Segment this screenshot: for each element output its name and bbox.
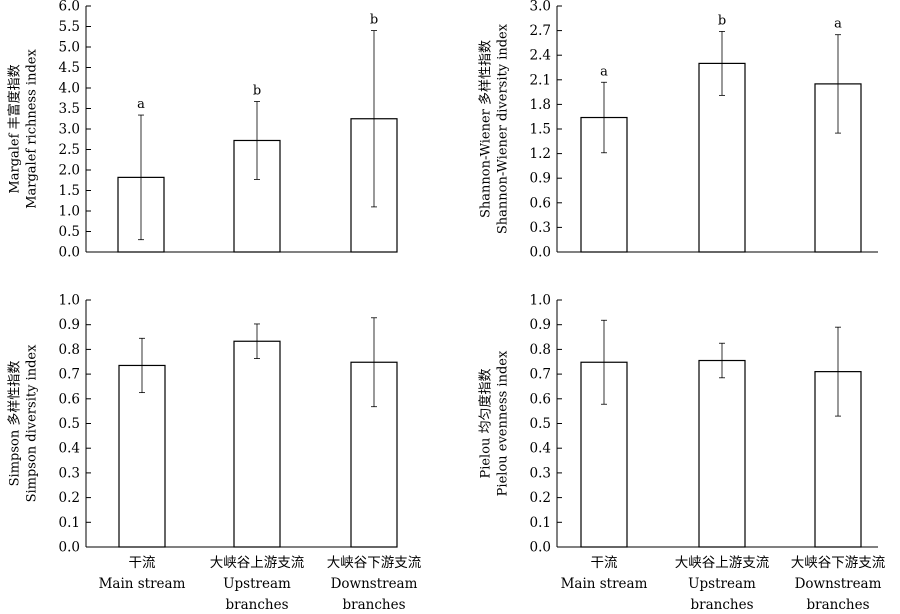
y-tick-label: 2.4 — [530, 48, 551, 64]
significance-label: a — [137, 97, 145, 112]
y-tick-label: 0.8 — [530, 342, 551, 358]
significance-label: a — [600, 64, 608, 79]
y-tick-label: 0.5 — [59, 416, 80, 432]
y-tick-label: 5.5 — [59, 19, 80, 35]
y-axis-label: Margalef richness index — [25, 49, 40, 209]
x-category-label: Downstream — [795, 576, 882, 592]
y-tick-label: 0.2 — [530, 490, 551, 506]
y-tick-label: 0.9 — [530, 171, 551, 187]
y-tick-label: 0.7 — [59, 367, 80, 383]
y-tick-label: 1.0 — [59, 293, 80, 309]
x-category-label: Upstream — [223, 576, 291, 592]
chart-panel-top-left: 0.0 0.5 1.0 1.5 2.0 2.5 3.0 3.5 4.0 4.5 5.0 5.5 6.0 M… — [7, 0, 398, 261]
y-tick-label: 4.0 — [59, 81, 80, 97]
y-tick-label: 3.0 — [530, 0, 551, 15]
y-tick-label: 0.6 — [59, 391, 80, 407]
y-tick-label: 0.0 — [59, 245, 80, 261]
y-tick-label: 0.0 — [530, 245, 551, 261]
y-tick-label: 2.0 — [59, 163, 80, 179]
x-category-label: branches — [225, 597, 288, 613]
x-category-label: branches — [690, 597, 753, 613]
y-tick-label: 0.7 — [530, 367, 551, 383]
x-category-label: branches — [342, 597, 405, 613]
y-tick-label: 0.0 — [530, 540, 551, 556]
x-category-label: 干流 — [591, 555, 619, 571]
y-tick-label: 0.8 — [59, 342, 80, 358]
chart-panel-bottom-right: 0.0 0.1 0.2 0.3 0.4 0.5 0.6 0.7 0.8 0.9 1.0 Pielou … — [478, 293, 886, 614]
x-category-label: Main stream — [561, 576, 648, 592]
y-tick-label: 5.0 — [59, 40, 80, 56]
x-category-label: Main stream — [99, 576, 186, 592]
y-tick-label: 6.0 — [59, 0, 80, 15]
y-axis-label: Margalef 丰富度指数 — [7, 64, 23, 193]
y-tick-label: 0.6 — [530, 195, 551, 211]
y-tick-label: 0.9 — [530, 317, 551, 333]
y-tick-label: 1.0 — [59, 204, 80, 220]
y-tick-label: 0.3 — [530, 465, 551, 481]
y-tick-label: 0.1 — [530, 515, 551, 531]
y-tick-label: 1.5 — [59, 183, 80, 199]
significance-label: b — [718, 13, 726, 28]
y-axis-label: Pielou evenness index — [496, 350, 511, 496]
y-tick-label: 0.6 — [530, 391, 551, 407]
x-category-label: Downstream — [331, 576, 418, 592]
y-tick-label: 0.3 — [530, 220, 551, 236]
y-tick-label: 4.5 — [59, 60, 80, 76]
y-tick-label: 0.1 — [59, 515, 80, 531]
significance-label: b — [370, 13, 378, 28]
y-axis-label: Simpson diversity index — [25, 344, 40, 503]
y-tick-label: 0.5 — [530, 416, 551, 432]
y-tick-label: 0.5 — [59, 224, 80, 240]
y-tick-label: 3.0 — [59, 122, 80, 138]
x-category-label: 大峡谷上游支流 — [210, 555, 305, 571]
y-tick-label: 2.1 — [530, 72, 551, 88]
chart-panel-top-right: 0.0 0.3 0.6 0.9 1.2 1.5 1.8 2.1 2.4 2.7 3.0 Shannon… — [478, 0, 878, 261]
y-tick-label: 1.0 — [530, 293, 551, 309]
y-axis-label: Simpson 多样性指数 — [7, 361, 23, 487]
x-category-label: 大峡谷下游支流 — [327, 555, 422, 571]
y-tick-label: 1.2 — [530, 146, 551, 162]
y-tick-label: 0.4 — [530, 441, 551, 457]
y-axis-label: Shannon-Wiener diversity index — [496, 23, 511, 234]
y-tick-label: 0.0 — [59, 540, 80, 556]
y-tick-label: 0.4 — [59, 441, 80, 457]
bar — [118, 364, 166, 548]
chart-panel-bottom-left: 0.0 0.1 0.2 0.3 0.4 0.5 0.6 0.7 0.8 0.9 1.0 Simpson… — [7, 293, 422, 614]
bar — [233, 340, 281, 548]
y-axis-label: Shannon-Wiener 多样性指数 — [478, 40, 494, 218]
bar — [698, 359, 746, 548]
y-tick-label: 3.5 — [59, 101, 80, 117]
x-category-label: branches — [806, 597, 869, 613]
y-tick-label: 0.3 — [59, 465, 80, 481]
significance-label: a — [834, 17, 842, 32]
y-tick-label: 0.2 — [59, 490, 80, 506]
x-category-label: 大峡谷下游支流 — [791, 555, 886, 571]
x-category-label: 干流 — [129, 555, 156, 571]
y-tick-label: 2.7 — [530, 23, 551, 39]
y-tick-label: 0.9 — [59, 317, 80, 333]
y-tick-label: 1.5 — [530, 122, 551, 138]
x-category-label: 大峡谷上游支流 — [675, 555, 770, 571]
y-tick-label: 2.5 — [59, 142, 80, 158]
x-category-label: Upstream — [688, 576, 756, 592]
y-axis-label: Pielou 均匀度指数 — [478, 368, 494, 478]
significance-label: b — [253, 84, 261, 99]
y-tick-label: 1.8 — [530, 97, 551, 113]
